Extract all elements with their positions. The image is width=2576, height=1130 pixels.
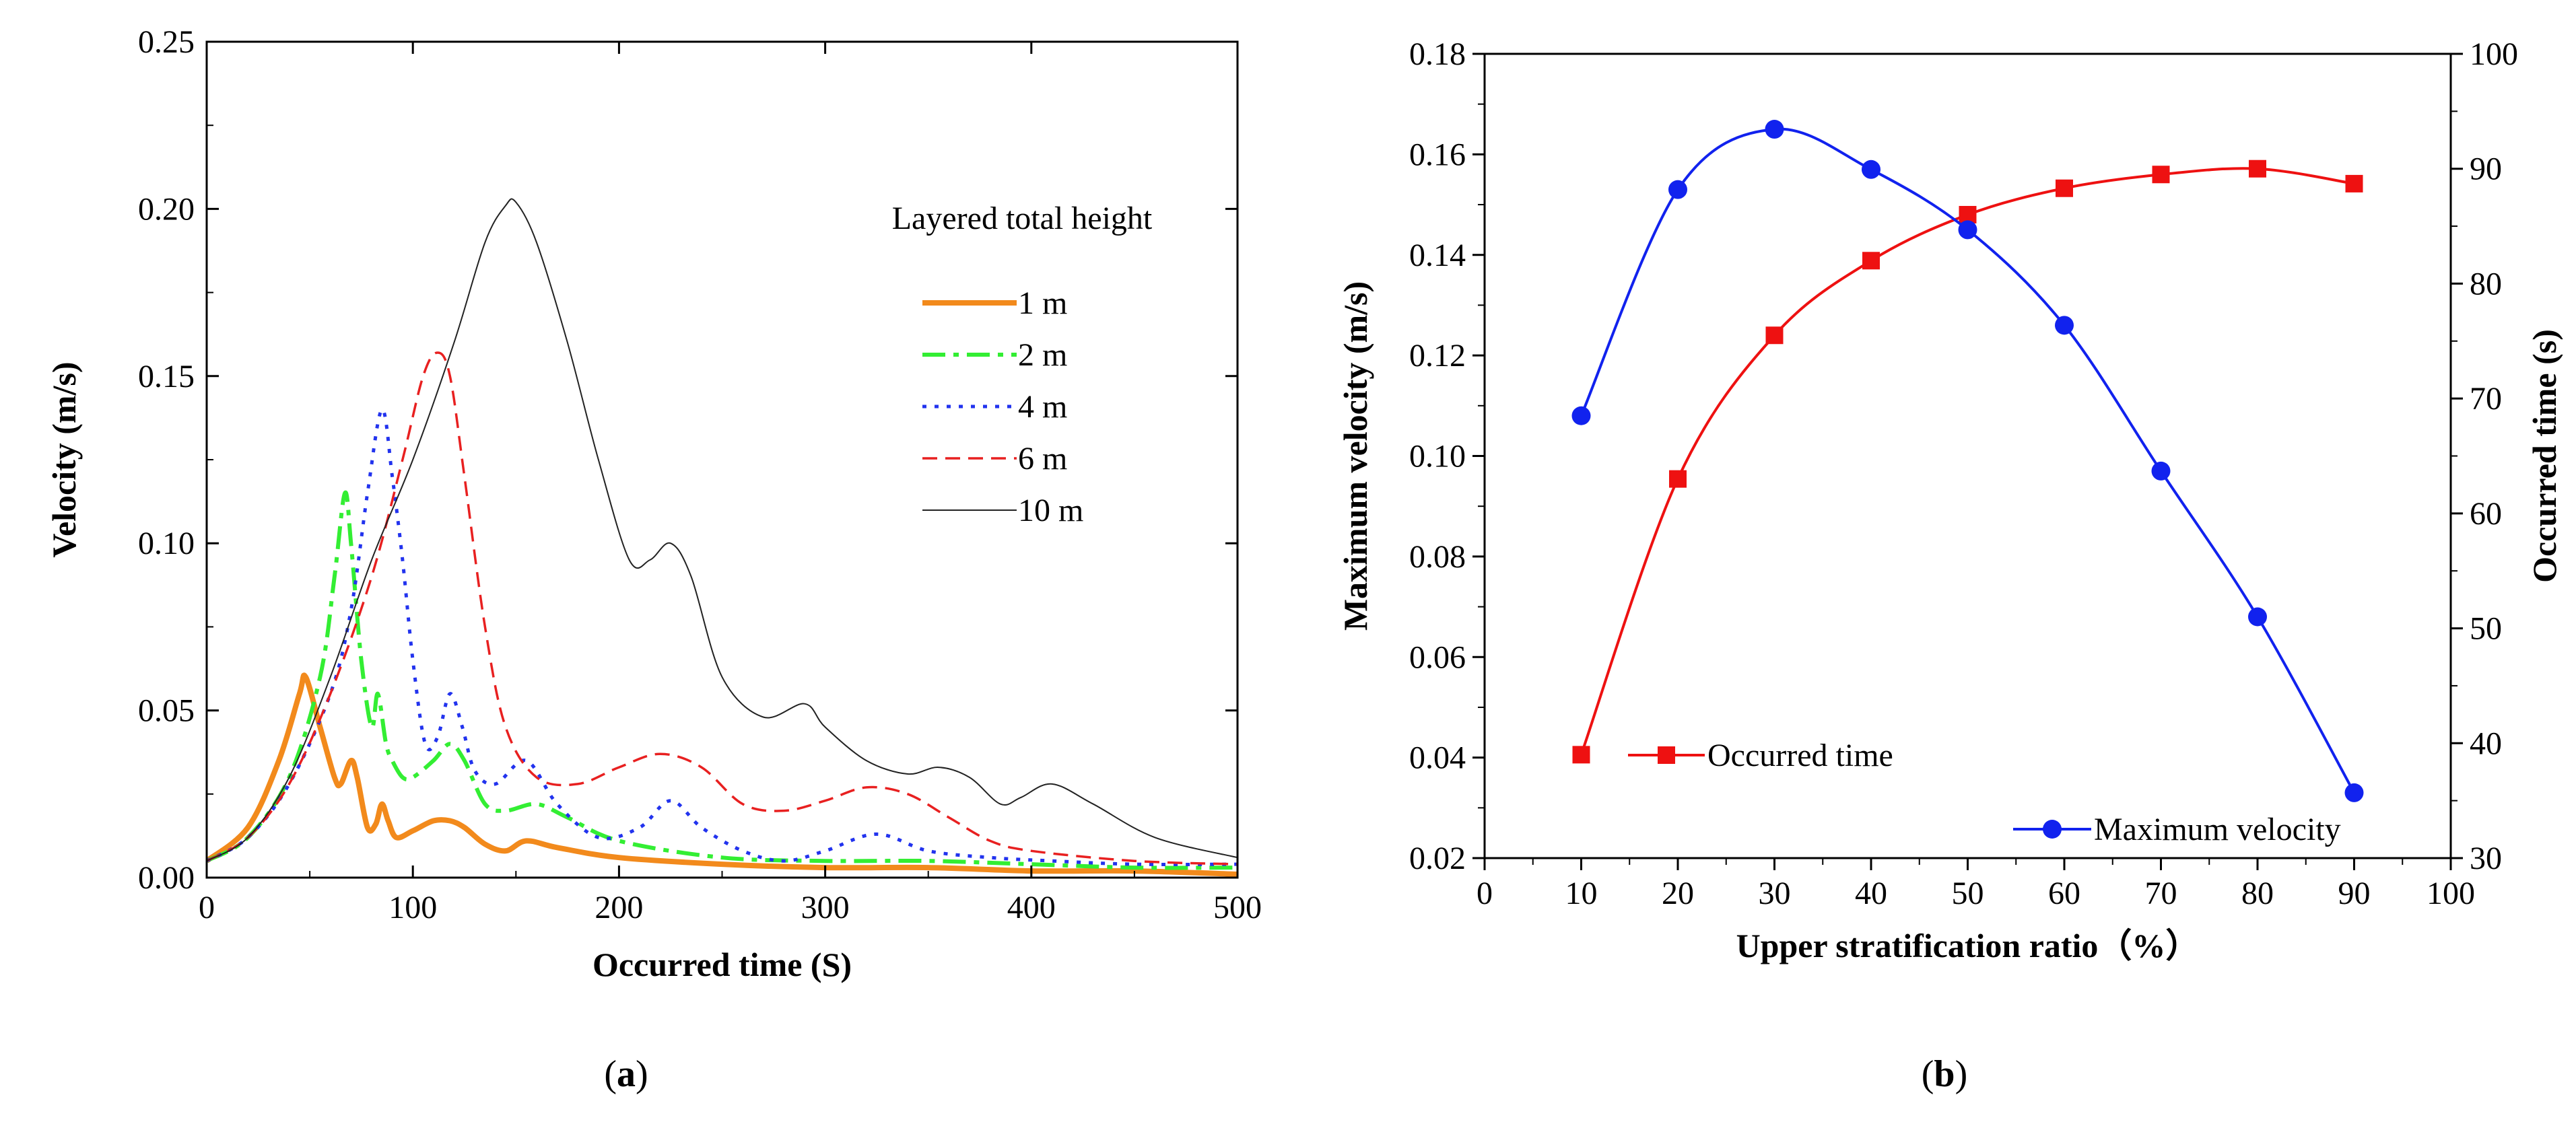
data-point-maximum-velocity bbox=[2344, 783, 2364, 802]
x-tick-label-b: 80 bbox=[2241, 876, 2274, 911]
series-group-a bbox=[207, 198, 1238, 877]
y-tick-label-a: 0.25 bbox=[138, 24, 195, 60]
x-tick-label-b: 90 bbox=[2338, 876, 2371, 911]
legend-label-10m: 10 m bbox=[1018, 493, 1083, 528]
x-axis-title-a: Occurred time (S) bbox=[592, 946, 852, 983]
plot-frame-a bbox=[205, 40, 1239, 879]
data-point-occurred-time bbox=[1669, 470, 1687, 488]
x-tick-label-a: 0 bbox=[199, 890, 215, 925]
series-line-6m bbox=[207, 351, 1238, 866]
data-point-occurred-time bbox=[2152, 166, 2170, 184]
y-tick-label-right-b: 80 bbox=[2470, 266, 2502, 302]
series-line-maximum-velocity bbox=[1580, 127, 2356, 793]
data-point-maximum-velocity bbox=[1958, 220, 1977, 240]
data-point-occurred-time bbox=[1572, 746, 1590, 764]
x-tick-label-a: 400 bbox=[1007, 890, 1056, 925]
y-tick-label-left-b: 0.04 bbox=[1409, 740, 1466, 776]
y-tick-label-a: 0.20 bbox=[138, 191, 195, 227]
data-point-maximum-velocity bbox=[1862, 160, 1880, 179]
series-line-1m bbox=[207, 672, 1238, 877]
y-tick-label-left-b: 0.14 bbox=[1409, 238, 1466, 273]
legend-label-occurred-time: Occurred time bbox=[1707, 738, 1893, 773]
legend-label-1m: 1 m bbox=[1018, 285, 1067, 321]
y-tick-label-left-b: 0.10 bbox=[1409, 439, 1466, 474]
y-tick-label-right-b: 60 bbox=[2470, 496, 2502, 532]
data-point-occurred-time bbox=[2249, 160, 2266, 178]
y-tick-label-a: 0.15 bbox=[138, 359, 195, 394]
panel-label-a: (a) bbox=[604, 1053, 648, 1095]
data-point-occurred-time bbox=[1862, 252, 1880, 270]
panel-a-chart: 0 100 200 300 400 500 0.00 0.05 0.10 0.15 0.20 0.25… bbox=[45, 24, 1262, 983]
y-tick-label-a: 0.05 bbox=[138, 693, 195, 729]
panel-label-b: (b) bbox=[1922, 1053, 1967, 1095]
data-point-maximum-velocity bbox=[2248, 607, 2267, 627]
y-tick-label-left-b: 0.08 bbox=[1409, 539, 1466, 575]
legend-label-6m: 6 m bbox=[1018, 441, 1067, 476]
data-point-maximum-velocity bbox=[1571, 406, 1591, 425]
x-tick-label-b: 50 bbox=[1952, 876, 1984, 911]
legend-title-a: Layered total height bbox=[892, 201, 1153, 236]
legend-label-2m: 2 m bbox=[1018, 337, 1067, 373]
y-tick-label-right-b: 100 bbox=[2470, 36, 2518, 72]
data-point-occurred-time bbox=[2056, 179, 2073, 197]
series-line-occurred-time bbox=[1580, 167, 2354, 756]
data-point-maximum-velocity bbox=[1765, 120, 1784, 139]
y-axis-title-right-b: Occurred time (s) bbox=[2526, 329, 2563, 583]
series-line-2m bbox=[207, 490, 1238, 870]
x-tick-label-b: 0 bbox=[1477, 876, 1493, 911]
data-point-occurred-time bbox=[2345, 174, 2363, 192]
x-tick-label-a: 500 bbox=[1213, 890, 1262, 925]
x-axis-title-b: Upper stratification ratio（%） bbox=[1736, 927, 2200, 964]
x-tick-label-a: 200 bbox=[595, 890, 643, 925]
y-tick-label-right-b: 30 bbox=[2470, 841, 2502, 876]
legend-marker-maximum-velocity bbox=[2043, 820, 2062, 839]
y-tick-label-left-b: 0.16 bbox=[1409, 137, 1466, 172]
y-axis-title-a: Velocity (m/s) bbox=[45, 361, 83, 557]
x-tick-label-a: 100 bbox=[388, 890, 437, 925]
data-point-occurred-time bbox=[1765, 326, 1784, 345]
x-tick-label-b: 20 bbox=[1662, 876, 1694, 911]
x-tick-label-b: 10 bbox=[1565, 876, 1598, 911]
y-tick-label-right-b: 90 bbox=[2470, 151, 2502, 187]
x-tick-label-b: 40 bbox=[1855, 876, 1887, 911]
x-tick-label-b: 30 bbox=[1759, 876, 1791, 911]
legend-marker-occurred-time bbox=[1658, 746, 1675, 764]
panel-b-chart: 0 10 20 30 40 50 60 70 80 90 100 0.02 0.04 0.06 0.08 0.… bbox=[1336, 36, 2563, 964]
y-tick-label-left-b: 0.06 bbox=[1409, 639, 1466, 675]
x-tick-label-a: 300 bbox=[801, 890, 850, 925]
y-tick-label-left-b: 0.12 bbox=[1409, 338, 1466, 374]
y-tick-label-right-b: 70 bbox=[2470, 381, 2502, 417]
data-point-maximum-velocity bbox=[2055, 316, 2074, 335]
data-point-maximum-velocity bbox=[2151, 461, 2171, 481]
y-tick-label-right-b: 50 bbox=[2470, 611, 2502, 647]
x-tick-label-b: 100 bbox=[2427, 876, 2475, 911]
y-axis-title-left-b: Maximum velocity (m/s) bbox=[1336, 281, 1374, 631]
x-tick-label-b: 60 bbox=[2048, 876, 2080, 911]
x-tick-label-b: 70 bbox=[2145, 876, 2177, 911]
y-tick-label-left-b: 0.02 bbox=[1409, 841, 1466, 876]
y-tick-label-left-b: 0.18 bbox=[1409, 36, 1466, 72]
data-point-maximum-velocity bbox=[1668, 180, 1687, 199]
y-tick-label-a: 0.10 bbox=[138, 526, 195, 561]
legend-label-maximum-velocity: Maximum velocity bbox=[2094, 812, 2341, 847]
series-line-10m bbox=[207, 198, 1238, 862]
legend-label-4m: 4 m bbox=[1018, 389, 1067, 425]
y-tick-label-right-b: 40 bbox=[2470, 726, 2502, 761]
y-tick-label-a: 0.00 bbox=[138, 860, 195, 896]
